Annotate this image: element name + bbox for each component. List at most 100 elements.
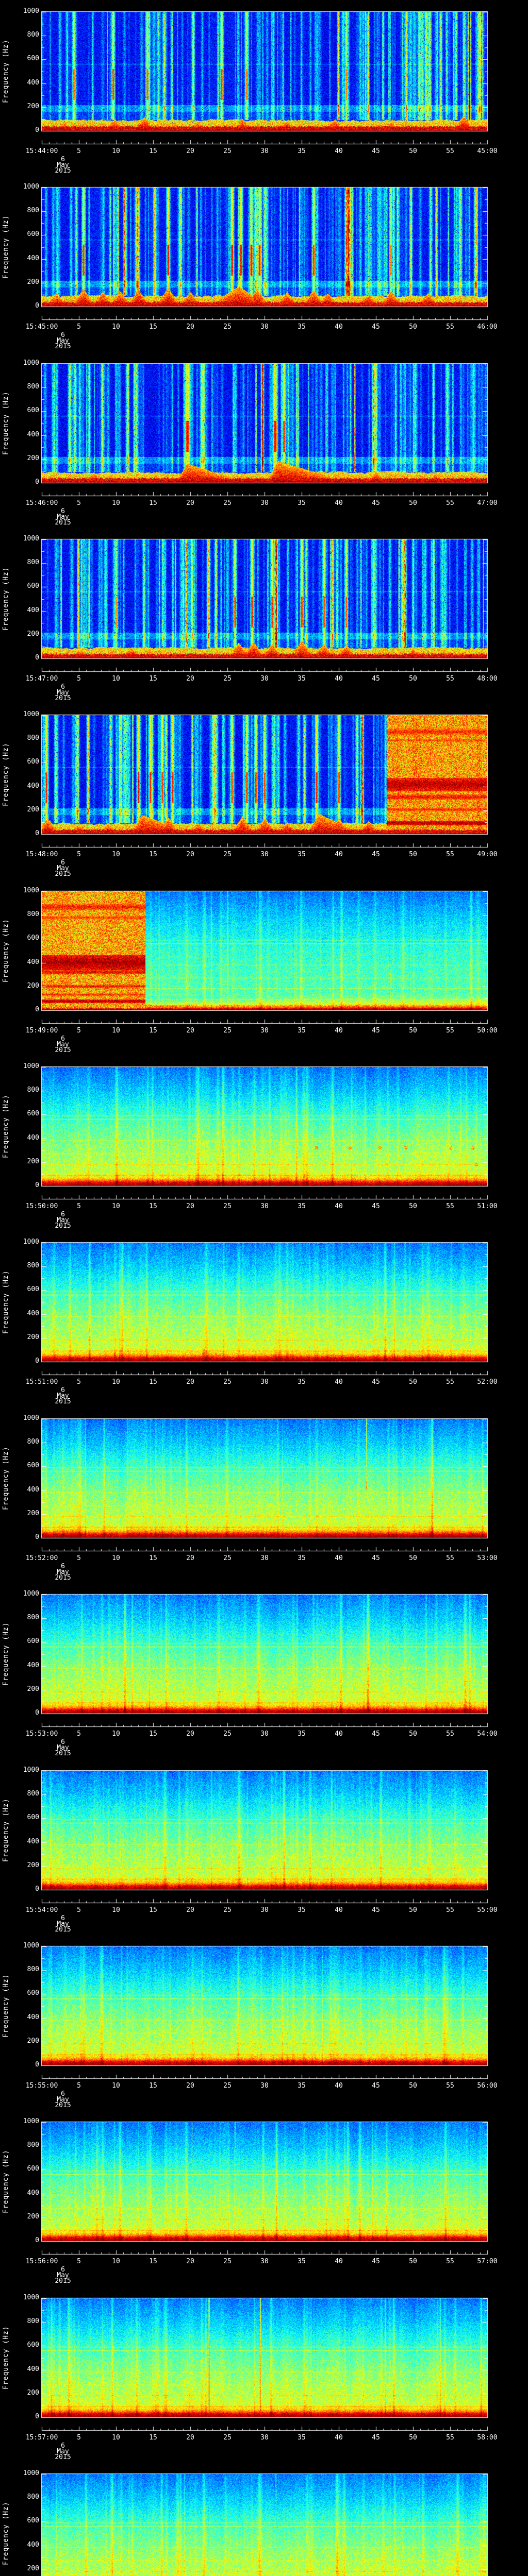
x-tick-label: 40 bbox=[335, 499, 343, 507]
date-label: 6 bbox=[61, 1914, 65, 1922]
x-tick-label: 20 bbox=[186, 675, 194, 683]
date-label: 6 bbox=[61, 2266, 65, 2274]
x-tick-label: 15 bbox=[149, 1378, 157, 1386]
y-tick-label: 1000 bbox=[23, 359, 39, 367]
y-tick-label: 200 bbox=[27, 454, 39, 462]
x-tick-label: 15 bbox=[149, 1554, 157, 1562]
x-tick-label: 30 bbox=[260, 675, 269, 683]
x-tick-label: 5 bbox=[77, 1554, 81, 1562]
y-tick-label: 200 bbox=[27, 1509, 39, 1517]
x-tick-label: 40 bbox=[335, 1554, 343, 1562]
y-tick-label: 600 bbox=[27, 582, 39, 590]
date-label: May bbox=[57, 161, 69, 169]
x-start-time-label: 15:50:00 bbox=[25, 1202, 58, 1210]
x-tick-label: 55 bbox=[446, 1027, 454, 1035]
x-end-time-label: 53:00 bbox=[477, 1554, 498, 1562]
y-tick-label: 1000 bbox=[23, 535, 39, 543]
y-tick-label: 200 bbox=[27, 630, 39, 638]
x-start-time-label: 15:57:00 bbox=[25, 2434, 58, 2442]
x-end-time-label: 54:00 bbox=[477, 1730, 498, 1738]
y-tick-label: 200 bbox=[27, 2212, 39, 2221]
x-tick-label: 20 bbox=[186, 1378, 194, 1386]
y-tick-label: 800 bbox=[27, 31, 39, 39]
y-tick-label: 0 bbox=[35, 1709, 39, 1717]
y-tick-label: 600 bbox=[27, 1110, 39, 1118]
y-tick-label: 200 bbox=[27, 278, 39, 286]
date-label: 2015 bbox=[55, 870, 71, 878]
x-end-time-label: 46:00 bbox=[477, 323, 498, 331]
y-tick-label: 800 bbox=[27, 1262, 39, 1270]
x-tick-label: 45 bbox=[372, 1202, 380, 1210]
x-tick-label: 30 bbox=[260, 1202, 269, 1210]
x-tick-label: 15 bbox=[149, 323, 157, 331]
x-tick-label: 10 bbox=[112, 1730, 120, 1738]
date-label: 2015 bbox=[55, 2277, 71, 2285]
x-tick-label: 50 bbox=[409, 675, 417, 683]
x-tick-label: 55 bbox=[446, 2258, 454, 2265]
x-tick-label: 35 bbox=[298, 1730, 306, 1738]
x-start-time-label: 15:56:00 bbox=[25, 2258, 58, 2265]
x-tick-label: 25 bbox=[223, 2258, 232, 2265]
x-tick-label: 10 bbox=[112, 1906, 120, 1914]
x-start-time-label: 15:46:00 bbox=[25, 499, 58, 507]
y-tick-label: 1000 bbox=[23, 2469, 39, 2477]
y-axis-title: Frequency (Hz) bbox=[2, 39, 10, 104]
x-tick-label: 50 bbox=[409, 1730, 417, 1738]
date-label: 6 bbox=[61, 2442, 65, 2450]
x-start-time-label: 15:52:00 bbox=[25, 1554, 58, 1562]
y-tick-label: 800 bbox=[27, 2493, 39, 2501]
x-tick-label: 45 bbox=[372, 1554, 380, 1562]
y-tick-label: 400 bbox=[27, 606, 39, 614]
date-label: 6 bbox=[61, 1738, 65, 1746]
x-tick-label: 20 bbox=[186, 499, 194, 507]
x-tick-label: 10 bbox=[112, 675, 120, 683]
x-tick-label: 25 bbox=[223, 1906, 232, 1914]
date-label: May bbox=[57, 337, 69, 345]
y-axis-title: Frequency (Hz) bbox=[2, 919, 10, 983]
y-tick-label: 200 bbox=[27, 1333, 39, 1341]
y-tick-label: 0 bbox=[35, 1181, 39, 1189]
y-tick-label: 0 bbox=[35, 1006, 39, 1013]
y-tick-label: 600 bbox=[27, 1814, 39, 1822]
x-tick-label: 50 bbox=[409, 2434, 417, 2442]
date-label: May bbox=[57, 1920, 69, 1928]
y-tick-label: 600 bbox=[27, 758, 39, 766]
date-label: May bbox=[57, 1744, 69, 1752]
x-tick-label: 40 bbox=[335, 2258, 343, 2265]
y-tick-label: 400 bbox=[27, 2540, 39, 2549]
date-label: 6 bbox=[61, 1035, 65, 1043]
y-tick-label: 400 bbox=[27, 2189, 39, 2197]
x-tick-label: 5 bbox=[77, 2082, 81, 2090]
x-tick-label: 20 bbox=[186, 2434, 194, 2442]
x-tick-label: 45 bbox=[372, 1027, 380, 1035]
x-tick-label: 50 bbox=[409, 2082, 417, 2090]
x-tick-label: 35 bbox=[298, 147, 306, 155]
x-tick-label: 45 bbox=[372, 675, 380, 683]
x-tick-label: 45 bbox=[372, 851, 380, 858]
x-tick-label: 50 bbox=[409, 851, 417, 858]
x-tick-label: 50 bbox=[409, 1027, 417, 1035]
date-label: 2015 bbox=[55, 519, 71, 527]
y-tick-label: 200 bbox=[27, 2037, 39, 2045]
x-tick-label: 40 bbox=[335, 675, 343, 683]
y-tick-label: 1000 bbox=[23, 1414, 39, 1422]
x-start-time-label: 15:49:00 bbox=[25, 1027, 58, 1035]
y-tick-label: 200 bbox=[27, 1685, 39, 1693]
x-tick-label: 15 bbox=[149, 147, 157, 155]
x-tick-label: 20 bbox=[186, 1554, 194, 1562]
y-tick-label: 1000 bbox=[23, 887, 39, 894]
x-tick-label: 10 bbox=[112, 2082, 120, 2090]
date-label: 6 bbox=[61, 1386, 65, 1394]
x-start-time-label: 15:45:00 bbox=[25, 323, 58, 331]
x-tick-label: 25 bbox=[223, 1554, 232, 1562]
y-tick-label: 0 bbox=[35, 2061, 39, 2069]
x-end-time-label: 55:00 bbox=[477, 1906, 498, 1914]
x-tick-label: 55 bbox=[446, 2434, 454, 2442]
x-tick-label: 10 bbox=[112, 1202, 120, 1210]
y-tick-label: 0 bbox=[35, 1357, 39, 1365]
x-tick-label: 45 bbox=[372, 2434, 380, 2442]
y-tick-label: 0 bbox=[35, 302, 39, 310]
y-tick-label: 800 bbox=[27, 383, 39, 391]
x-tick-label: 5 bbox=[77, 1906, 81, 1914]
x-tick-label: 20 bbox=[186, 1730, 194, 1738]
